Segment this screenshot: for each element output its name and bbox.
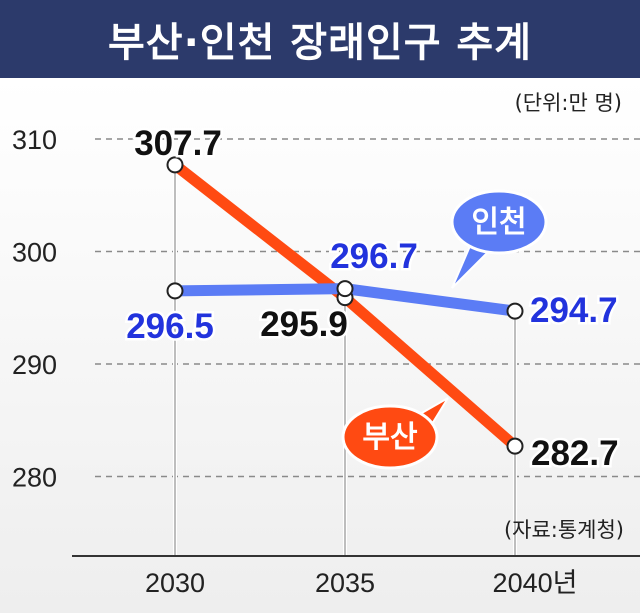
callout-bubble bbox=[341, 404, 439, 470]
y-axis-ticks: 280 290 300 310 bbox=[12, 125, 57, 493]
data-label: 296.5 bbox=[126, 307, 214, 346]
y-tick-label: 280 bbox=[12, 463, 57, 493]
x-tick-label: 2030 bbox=[145, 568, 205, 598]
x-tick-label: 2040년 bbox=[493, 568, 578, 598]
x-axis-ticks: 2030 2035 2040년 bbox=[145, 568, 577, 598]
source-note: (자료:통계청) bbox=[504, 518, 624, 542]
unit-note: (단위:만 명) bbox=[515, 91, 622, 115]
series-name-label: 인천 bbox=[471, 205, 526, 240]
data-points bbox=[166, 156, 524, 455]
y-tick-label: 300 bbox=[12, 238, 57, 268]
title-bar: 부산·인천 장래인구 추계 bbox=[0, 0, 640, 78]
chart-title: 부산·인천 장래인구 추계 bbox=[107, 20, 533, 66]
y-tick-label: 290 bbox=[12, 350, 57, 380]
callout-bubble bbox=[450, 189, 548, 255]
data-point bbox=[506, 437, 524, 455]
x-tick-label: 2035 bbox=[315, 568, 375, 598]
series-name-label: 부산 bbox=[362, 420, 418, 455]
data-point bbox=[336, 280, 354, 298]
data-label: 282.7 bbox=[531, 434, 619, 473]
data-point bbox=[166, 156, 184, 174]
data-label: 296.7 bbox=[330, 237, 418, 276]
data-label: 307.7 bbox=[134, 124, 222, 163]
data-label: 295.9 bbox=[260, 305, 348, 344]
drop-lines bbox=[173, 164, 517, 556]
y-tick-label: 310 bbox=[12, 125, 57, 155]
data-labels: 307.7 295.9 282.7 296.5 296.7 294.7 bbox=[124, 122, 621, 476]
chart-area bbox=[0, 78, 640, 613]
gridlines bbox=[95, 138, 640, 478]
data-point bbox=[166, 282, 184, 300]
data-point bbox=[506, 302, 524, 320]
data-label: 294.7 bbox=[530, 291, 618, 330]
